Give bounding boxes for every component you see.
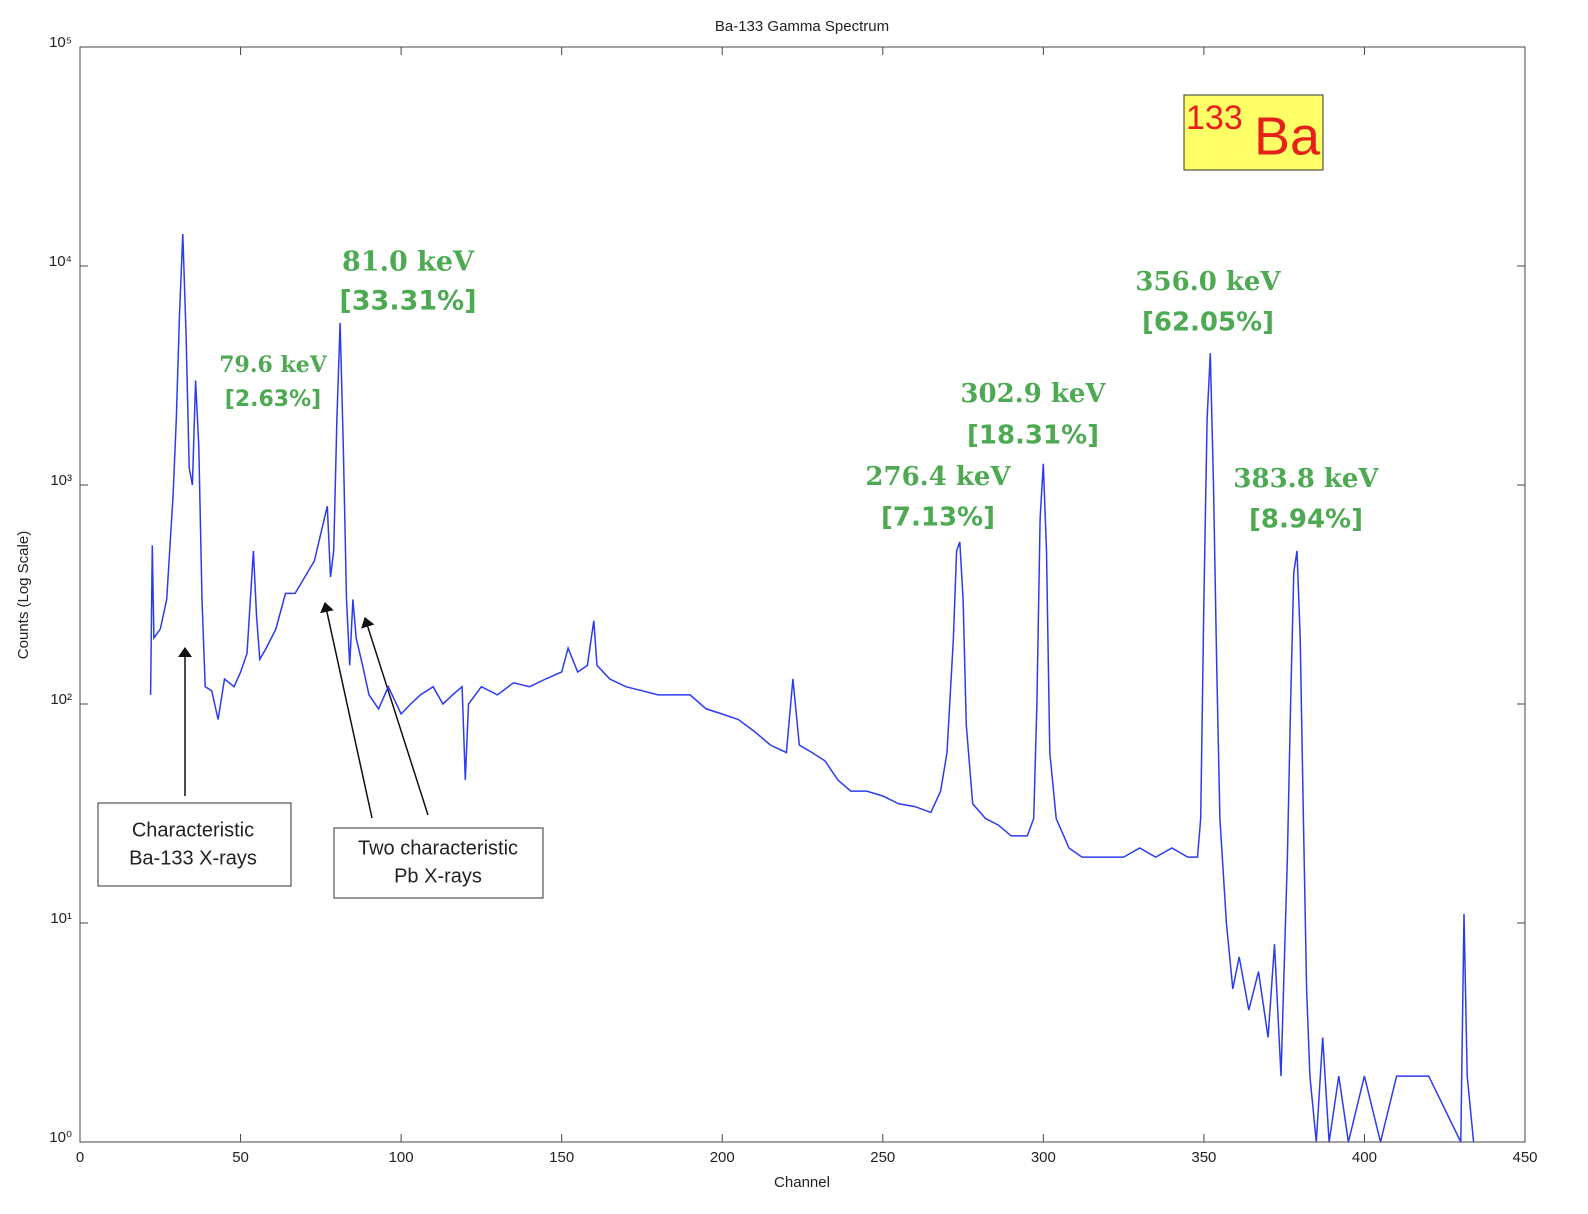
peak-intensity: [8.94%] xyxy=(1249,505,1363,535)
x-tick-label: 200 xyxy=(710,1149,735,1166)
x-axis-label: Channel xyxy=(774,1174,830,1191)
x-tick-label: 450 xyxy=(1512,1149,1537,1166)
peak-energy: 383.8 keV xyxy=(1233,464,1379,494)
peak-energy: 79.6 keV xyxy=(219,352,327,378)
arrow xyxy=(361,617,429,816)
x-tick-label: 300 xyxy=(1031,1149,1056,1166)
spectrum-line xyxy=(149,233,1475,1143)
y-tick-label: 10⁴ xyxy=(49,253,72,270)
plot-frame xyxy=(79,46,1526,1143)
y-axis-label: Counts (Log Scale) xyxy=(15,531,32,659)
peak-intensity: [2.63%] xyxy=(225,387,321,412)
peak-intensity: [62.05%] xyxy=(1142,308,1274,338)
badge-element: Ba xyxy=(1254,106,1321,166)
x-tick-label: 100 xyxy=(389,1149,414,1166)
peak-intensity: [33.31%] xyxy=(339,286,476,317)
chart-title: Ba-133 Gamma Spectrum xyxy=(715,18,889,35)
peak-intensity: [18.31%] xyxy=(967,421,1099,451)
callout-text: Ba-133 X-rays xyxy=(129,847,257,869)
callout-text: Two characteristic xyxy=(358,837,518,859)
x-tick-label: 150 xyxy=(549,1149,574,1166)
arrow xyxy=(320,602,373,819)
x-tick-label: 250 xyxy=(870,1149,895,1166)
peak-energy: 356.0 keV xyxy=(1135,267,1281,297)
callout-box xyxy=(333,827,544,899)
x-tick-label: 400 xyxy=(1352,1149,1377,1166)
peak-energy: 302.9 keV xyxy=(960,379,1106,409)
peak-energy: 276.4 keV xyxy=(865,462,1011,492)
peak-intensity: [7.13%] xyxy=(881,503,995,533)
y-tick-label: 10² xyxy=(50,691,72,708)
callout-text: Pb X-rays xyxy=(394,865,482,887)
y-tick-label: 10⁰ xyxy=(49,1129,72,1146)
x-tick-label: 0 xyxy=(76,1149,84,1166)
callout-box xyxy=(97,802,292,887)
y-tick-label: 10¹ xyxy=(50,910,72,927)
y-tick-label: 10³ xyxy=(50,472,72,489)
badge xyxy=(1183,94,1324,171)
y-tick-label: 10⁵ xyxy=(49,34,72,51)
x-tick-label: 350 xyxy=(1191,1149,1216,1166)
badge-mass: 133 xyxy=(1186,99,1243,137)
x-tick-label: 50 xyxy=(232,1149,249,1166)
peak-energy: 81.0 keV xyxy=(342,247,475,278)
callout-text: Characteristic xyxy=(132,819,254,841)
